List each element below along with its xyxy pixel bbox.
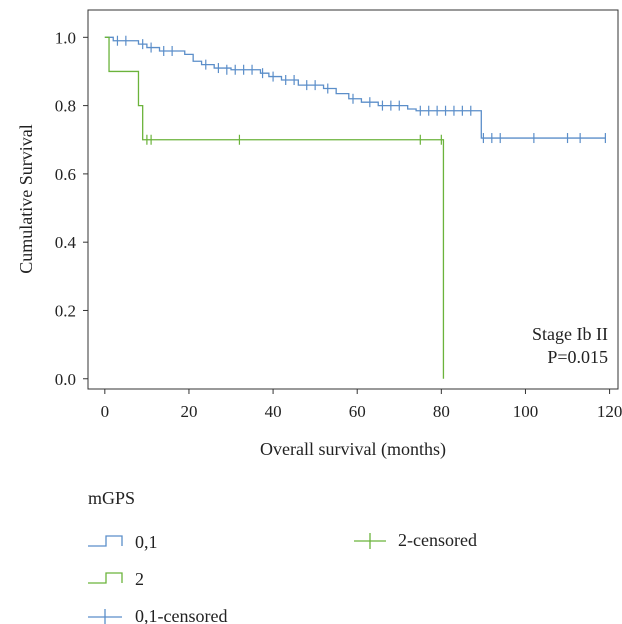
stage-annotation: Stage Ib II [532, 324, 608, 344]
y-tick-label: 0.8 [55, 97, 76, 116]
legend-swatch-2 [88, 572, 123, 584]
x-tick-label: 60 [349, 402, 366, 421]
y-tick-label: 0.0 [55, 370, 76, 389]
y-tick-label: 0.2 [55, 301, 76, 320]
x-axis-label: Overall survival (months) [260, 439, 446, 460]
x-tick-label: 0 [101, 402, 110, 421]
x-tick-label: 40 [265, 402, 282, 421]
x-ticks: 0 20 40 60 80 100 120 [101, 389, 622, 421]
p-value-annotation: P=0.015 [547, 347, 608, 367]
y-ticks: 0.0 0.2 0.4 0.6 0.8 1.0 [55, 28, 88, 389]
series-line-2 [104, 36, 445, 379]
x-tick-label: 80 [433, 402, 450, 421]
y-tick-label: 0.6 [55, 165, 76, 184]
legend-label-2: 2 [135, 569, 144, 589]
legend-swatch-0-1-censored [88, 609, 122, 624]
y-axis-label: Cumulative Survival [16, 124, 36, 273]
plot-frame [87, 9, 619, 390]
legend-swatch-2-censored [354, 533, 386, 549]
legend-label-0-1: 0,1 [135, 532, 158, 552]
y-tick-label: 0.4 [55, 233, 77, 252]
series-line-0-1 [104, 36, 606, 139]
x-tick-label: 100 [513, 402, 539, 421]
x-tick-label: 120 [597, 402, 622, 421]
legend-swatch-0-1 [88, 535, 123, 547]
series-layer [104, 35, 606, 379]
legend-label-0-1-censored: 0,1-censored [135, 606, 227, 624]
x-tick-label: 20 [180, 402, 197, 421]
legend-title: mGPS [88, 488, 135, 508]
legend-label-2-censored: 2-censored [398, 530, 477, 550]
y-tick-label: 1.0 [55, 28, 76, 47]
legend: mGPS 0,1 2 0,1-censored 2-censored [88, 488, 477, 624]
